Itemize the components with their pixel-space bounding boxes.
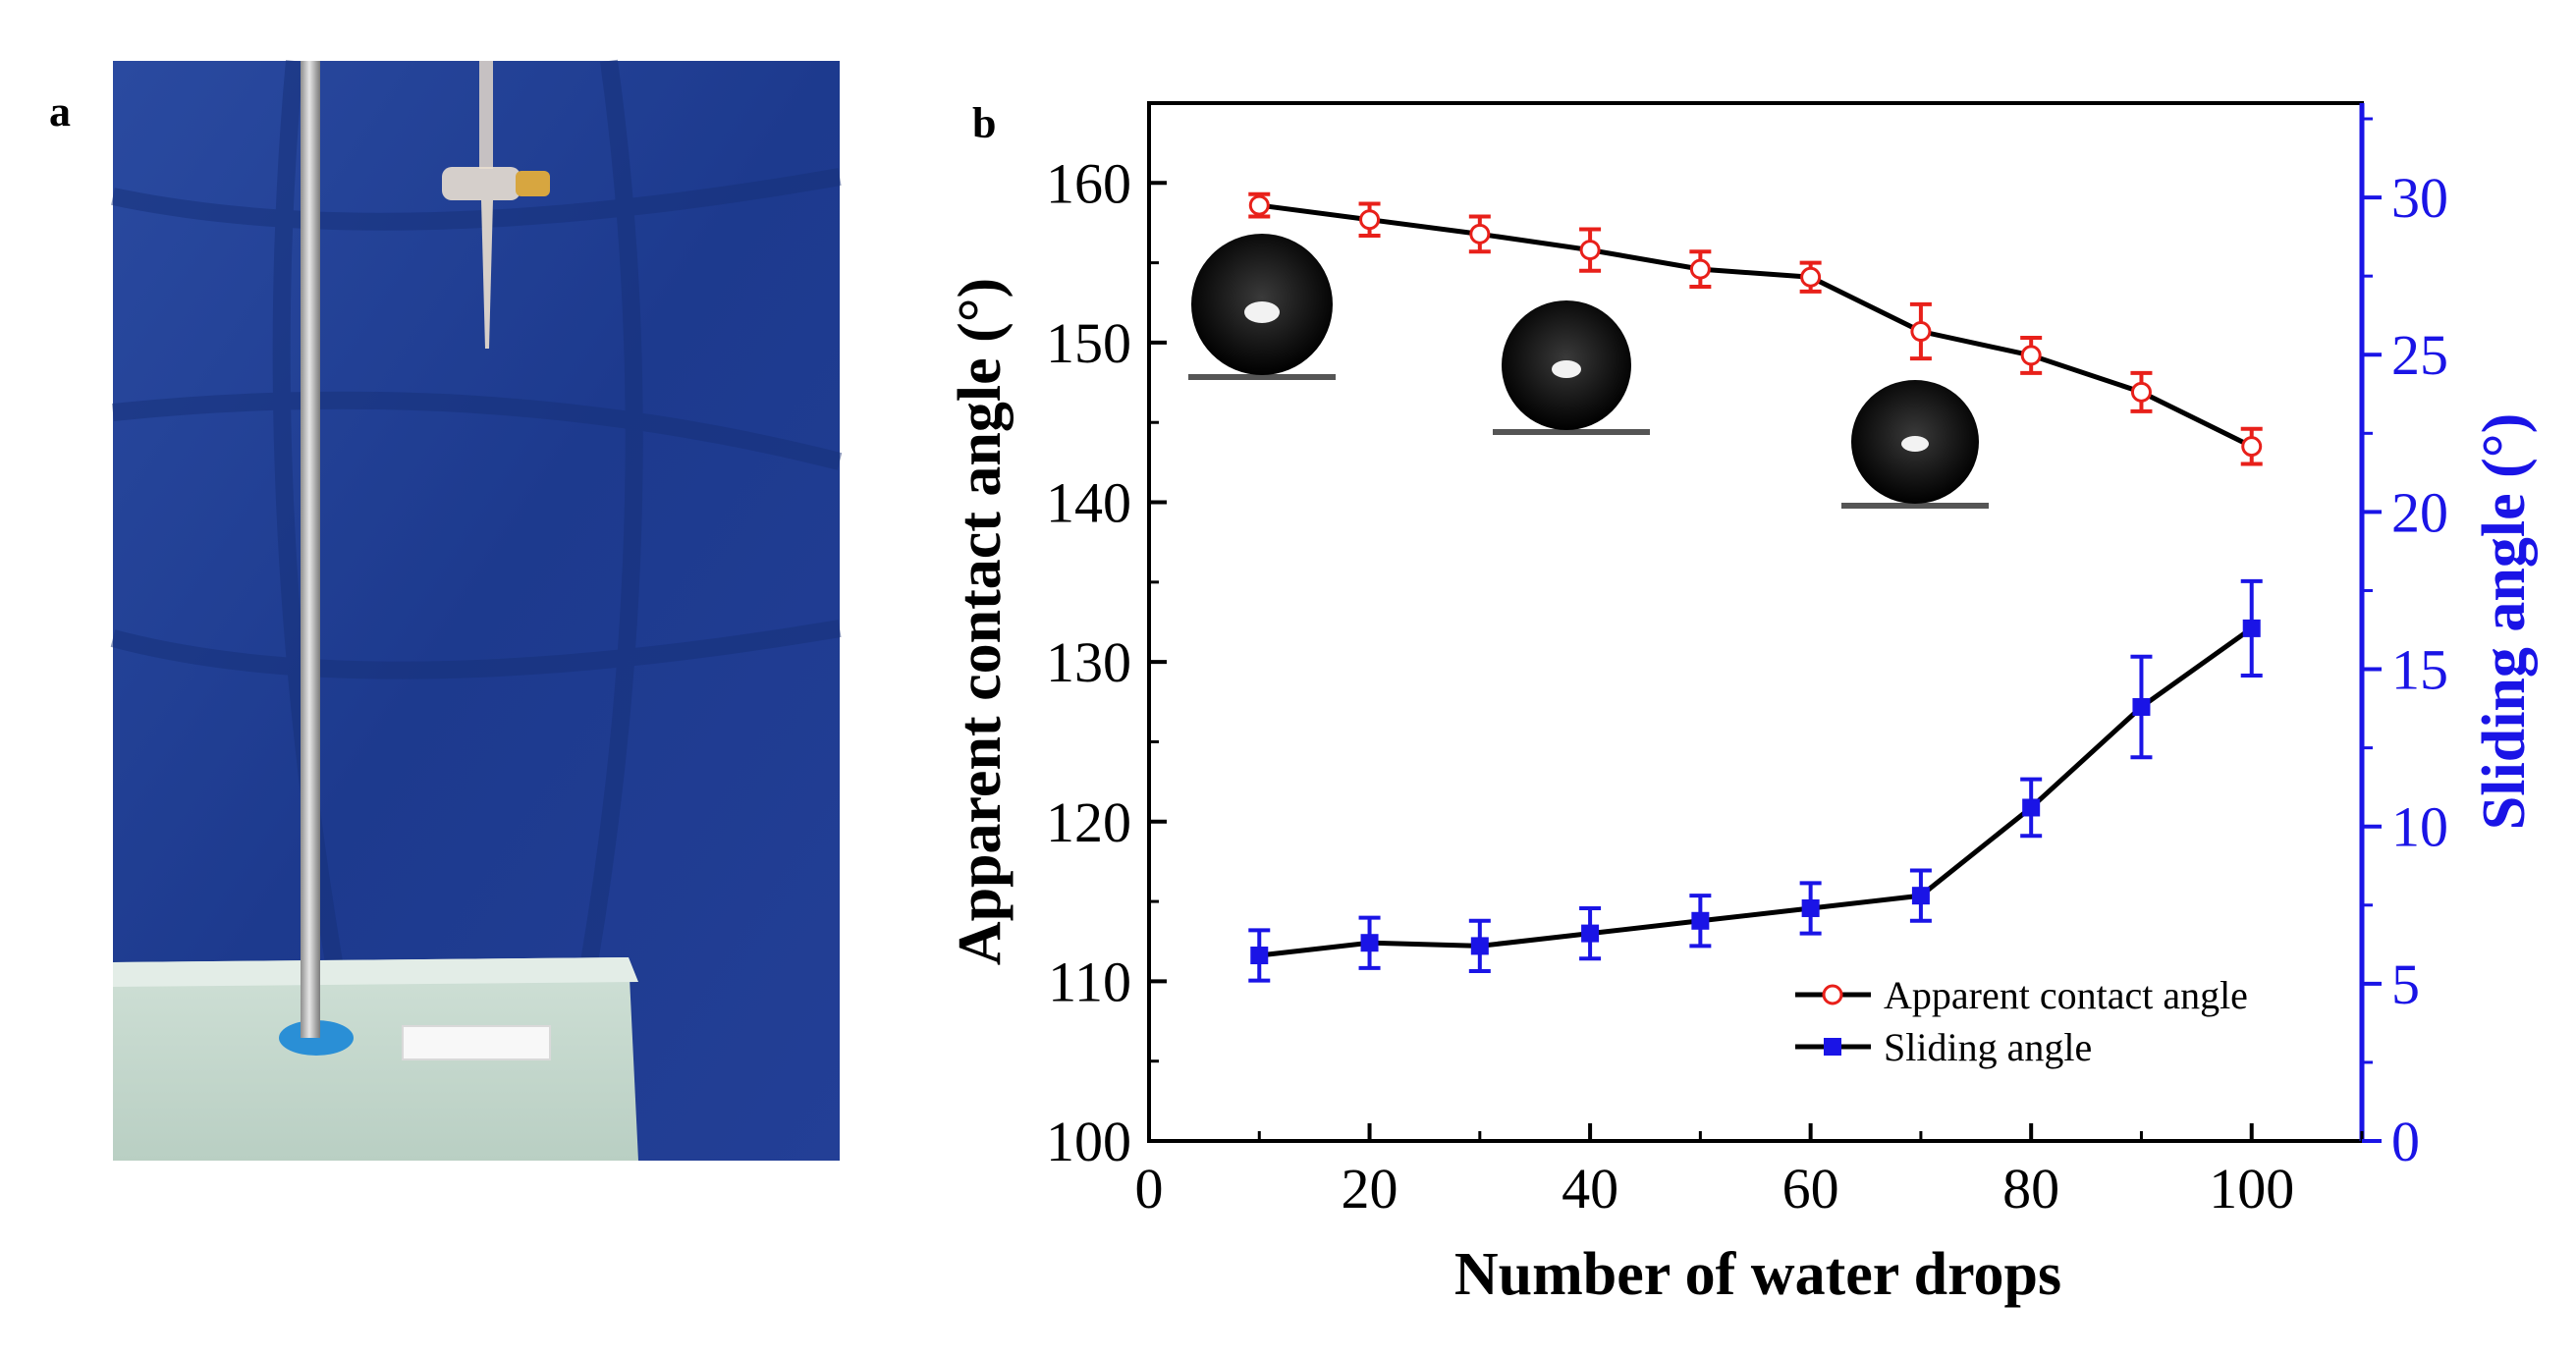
x-tick-label: 40 (1562, 1157, 1618, 1221)
x-axis-ticks: 0 20 40 60 80 100 (1135, 1123, 2364, 1221)
x-tick-label: 60 (1782, 1157, 1839, 1221)
x-axis-title: Number of water drops (1454, 1241, 2061, 1308)
right-axis-title: Sliding angle (°) (2471, 413, 2538, 830)
series-sliding-angle (1248, 578, 2263, 983)
x-tick-label: 100 (2209, 1157, 2294, 1221)
sliding-angle-point (1581, 924, 1600, 943)
sliding-angle-point (1360, 934, 1379, 952)
sliding-angle-point (2242, 619, 2261, 637)
right-tick-label: 15 (2391, 638, 2448, 702)
left-tick-label: 100 (1046, 1110, 1131, 1173)
right-tick-label: 25 (2391, 323, 2448, 387)
left-axis-title: Apparent contact angle (°) (947, 278, 1014, 965)
sliding-angle-point (1691, 911, 1710, 930)
x-tick-label: 80 (2002, 1157, 2059, 1221)
apparent-contact-angle-point (1469, 223, 1491, 244)
left-tick-label: 110 (1048, 950, 1131, 1013)
apparent-contact-angle-point (1910, 321, 1932, 343)
right-tick-label: 0 (2391, 1110, 2420, 1173)
series-apparent-contact-angle (1248, 191, 2263, 466)
stand-base-plate (113, 957, 638, 1161)
apparent-contact-angle-point (1579, 240, 1601, 261)
panel-a: a (49, 59, 843, 1161)
chart: 0 20 40 60 80 100 100 110 120 130 140 150 160 0 5 10 1… (947, 101, 2538, 1308)
sliding-angle-point (2022, 798, 2041, 817)
left-tick-label: 140 (1046, 471, 1131, 535)
right-tick-label: 10 (2391, 795, 2448, 859)
sliding-angle-line (1258, 625, 2254, 958)
stand-base-edge (113, 957, 638, 987)
right-tick-label: 5 (2391, 952, 2420, 1016)
panel-b-label: b (972, 99, 996, 147)
left-tick-label: 120 (1046, 790, 1131, 854)
apparatus-photo (110, 59, 843, 1161)
apparent-contact-angle-point (2241, 436, 2263, 458)
right-tick-label: 30 (2391, 166, 2448, 230)
panel-a-label: a (49, 87, 71, 136)
left-tick-label: 160 (1046, 151, 1131, 215)
apparent-contact-angle-point (2130, 381, 2152, 403)
legend-marker-filled-square (1824, 1038, 1841, 1056)
sliding-angle-point (1470, 937, 1489, 955)
droplet-inset-3 (1841, 380, 1989, 509)
left-tick-label: 150 (1046, 311, 1131, 375)
panel-b: b 0 20 40 60 80 100 100 110 120 130 140 150 160 0 5 1… (947, 99, 2538, 1308)
burette (442, 61, 550, 349)
legend-item-apparent-contact-angle: Apparent contact angle (1795, 973, 2248, 1017)
apparent-contact-angle-point (1248, 194, 1270, 216)
x-tick-label: 0 (1135, 1157, 1164, 1221)
left-tick-label: 130 (1046, 630, 1131, 694)
sliding-angle-point (2132, 697, 2151, 716)
sliding-angle-point (1250, 947, 1269, 965)
legend-item-sliding-angle: Sliding angle (1795, 1025, 2092, 1069)
legend-marker-open-circle (1822, 984, 1843, 1005)
sample-slide (402, 1025, 551, 1060)
x-tick-label: 20 (1342, 1157, 1398, 1221)
legend-label-sliding-angle: Sliding angle (1884, 1025, 2092, 1069)
apparent-contact-angle-point (1689, 258, 1711, 280)
stand-rod (301, 61, 320, 1038)
apparent-contact-angle-point (1800, 266, 1822, 288)
left-axis-ticks: 100 110 120 130 140 150 160 (1046, 101, 1167, 1173)
legend: Apparent contact angle Sliding angle (1795, 973, 2248, 1069)
apparent-contact-angle-point (1359, 209, 1381, 231)
sliding-angle-point (1801, 898, 1820, 917)
right-tick-label: 20 (2391, 480, 2448, 544)
legend-label-apparent-contact-angle: Apparent contact angle (1884, 973, 2248, 1017)
right-axis-ticks: 0 5 10 15 20 25 30 (2362, 117, 2448, 1173)
sliding-angle-point (1911, 887, 1930, 905)
apparent-contact-angle-point (2020, 345, 2042, 366)
droplet-inset-1 (1188, 234, 1336, 380)
apparent-contact-angle-line (1258, 202, 2253, 449)
cloth-folds (110, 59, 843, 964)
droplet-inset-2 (1493, 300, 1650, 435)
